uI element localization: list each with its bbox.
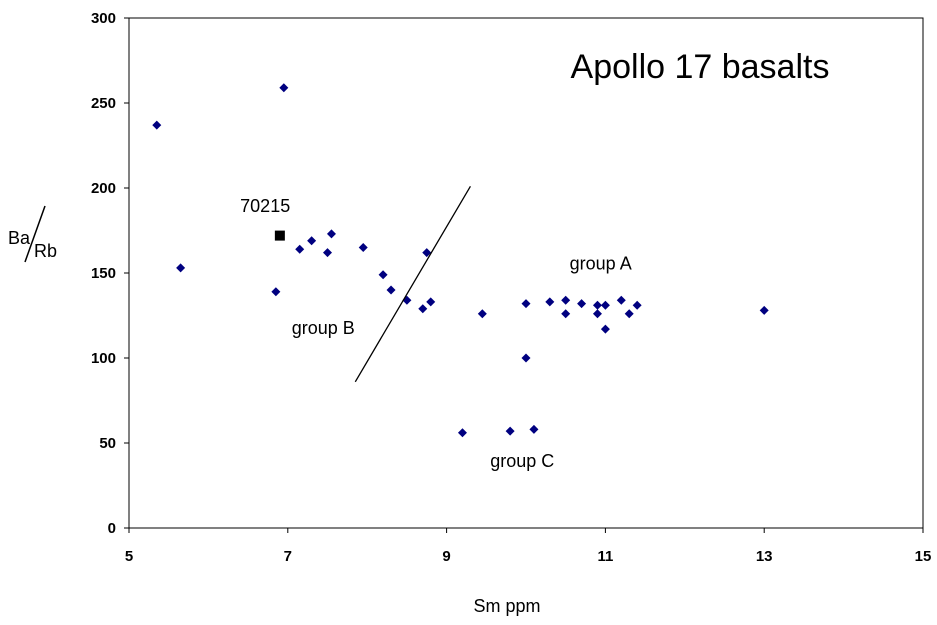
y-tick-label: 100 xyxy=(91,350,116,367)
x-axis: 5 7 9 11 13 15 xyxy=(125,528,932,565)
y-axis-label-top: Ba xyxy=(8,228,31,248)
data-point xyxy=(529,424,539,434)
data-point xyxy=(418,304,428,314)
data-point xyxy=(600,324,610,334)
data-point xyxy=(457,428,467,438)
y-tick-label: 150 xyxy=(91,265,116,282)
data-points xyxy=(152,83,769,438)
data-point xyxy=(323,248,332,258)
data-point xyxy=(592,300,602,310)
group-divider-line xyxy=(354,185,471,383)
y-axis-label-fraction-slash xyxy=(24,205,46,263)
data-point xyxy=(426,297,436,307)
data-point xyxy=(600,300,610,310)
y-tick-label: 0 xyxy=(108,520,116,537)
x-tick-label: 15 xyxy=(915,548,932,565)
y-tick-label: 200 xyxy=(91,180,116,197)
annotation-label: 70215 xyxy=(240,196,290,216)
x-tick-label: 5 xyxy=(125,548,133,565)
data-point xyxy=(378,270,388,280)
data-point xyxy=(279,83,289,93)
x-tick-label: 9 xyxy=(442,548,450,565)
data-point xyxy=(577,299,587,309)
data-point xyxy=(477,309,487,319)
data-point-highlight xyxy=(274,230,285,241)
data-point xyxy=(592,309,602,319)
x-tick-label: 7 xyxy=(284,548,292,565)
data-point xyxy=(326,229,336,239)
data-point xyxy=(521,299,531,309)
annotation-label: group A xyxy=(570,254,632,274)
data-point xyxy=(295,244,305,254)
data-point xyxy=(616,295,626,305)
data-point xyxy=(561,295,571,305)
x-tick-label: 13 xyxy=(756,548,773,565)
data-point xyxy=(152,120,162,130)
data-point xyxy=(521,353,531,363)
y-tick-label: 250 xyxy=(91,95,116,112)
data-point xyxy=(545,297,555,307)
annotation-label: group B xyxy=(292,318,355,338)
x-axis-label: Sm ppm xyxy=(473,596,540,616)
data-point xyxy=(505,426,515,436)
y-tick-label: 50 xyxy=(99,435,116,452)
y-axis-label-bottom: Rb xyxy=(34,241,57,261)
data-point xyxy=(358,243,368,252)
data-point xyxy=(422,248,432,258)
data-point xyxy=(271,287,281,297)
y-tick-label: 300 xyxy=(91,10,116,27)
data-point xyxy=(624,309,634,319)
x-tick-label: 11 xyxy=(597,548,613,565)
annotations: 70215 group A group B group C xyxy=(240,196,632,471)
data-point xyxy=(561,309,571,319)
annotation-label: group C xyxy=(490,451,554,471)
y-axis: 0 50 100 150 200 250 300 xyxy=(91,10,129,537)
plot-area xyxy=(128,17,924,529)
data-point xyxy=(386,285,396,295)
data-point xyxy=(176,263,186,273)
chart-title: Apollo 17 basalts xyxy=(571,48,830,86)
data-point xyxy=(759,305,769,315)
data-point xyxy=(632,300,642,310)
data-point xyxy=(307,236,317,246)
